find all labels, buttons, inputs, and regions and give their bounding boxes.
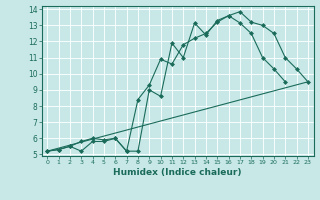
X-axis label: Humidex (Indice chaleur): Humidex (Indice chaleur)	[113, 168, 242, 177]
